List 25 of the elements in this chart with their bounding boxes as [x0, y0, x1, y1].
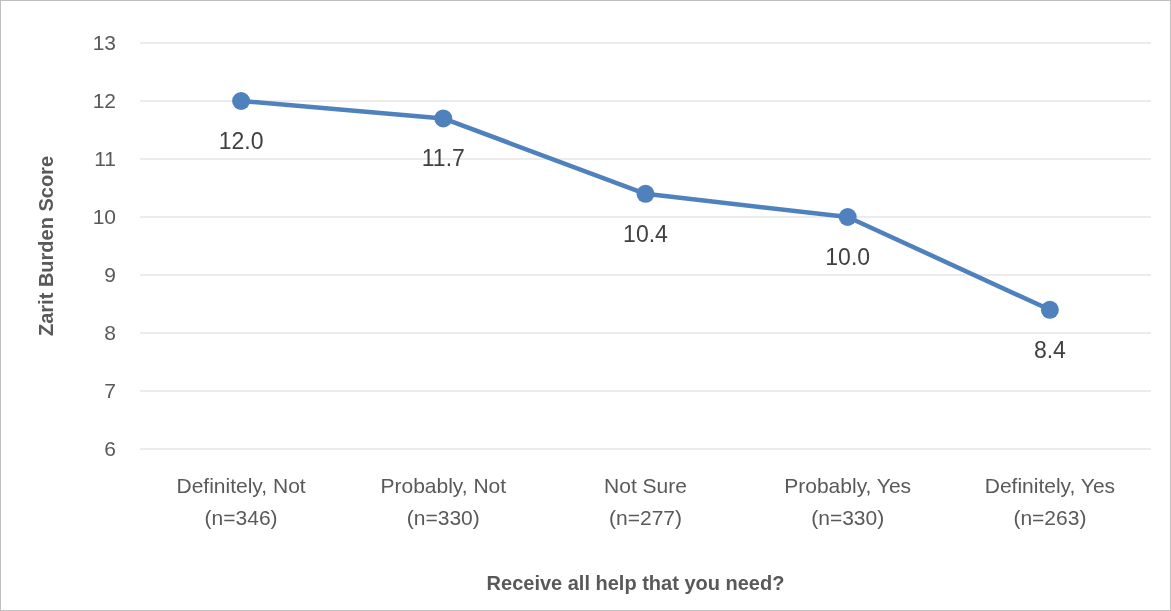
data-label: 11.7 — [421, 145, 465, 172]
y-tick-label: 9 — [104, 263, 116, 287]
point — [1040, 300, 1059, 319]
data-label: 12.0 — [218, 128, 264, 154]
x-tick-label: Definitely, Not (n=346) — [176, 474, 306, 529]
point — [434, 109, 453, 128]
x-axis-title: Receive all help that you need? — [486, 572, 785, 594]
y-tick-label: 10 — [92, 205, 116, 229]
y-axis-title: Zarit Burden Score — [35, 155, 57, 337]
y-tick-label: 13 — [92, 31, 116, 55]
data-label: 10.0 — [825, 244, 871, 270]
y-tick-label: 12 — [92, 89, 116, 113]
x-tick-label: Probably, Not (n=330) — [380, 474, 507, 529]
y-tick-label: 11 — [94, 147, 116, 171]
point — [838, 208, 857, 226]
data-label: 10.4 — [623, 220, 669, 247]
y-tick-label: 7 — [104, 379, 116, 403]
y-tick-label: 8 — [104, 321, 116, 345]
data-label: 8.4 — [1033, 336, 1067, 363]
x-tick-label: Probably, Yes (n=330) — [784, 474, 912, 529]
y-tick-label: 6 — [104, 437, 116, 461]
point — [232, 92, 251, 110]
point — [636, 184, 655, 203]
x-tick-label: Not Sure (n=277) — [604, 474, 687, 529]
x-tick-label: Definitely, Yes (n=263) — [984, 474, 1116, 529]
